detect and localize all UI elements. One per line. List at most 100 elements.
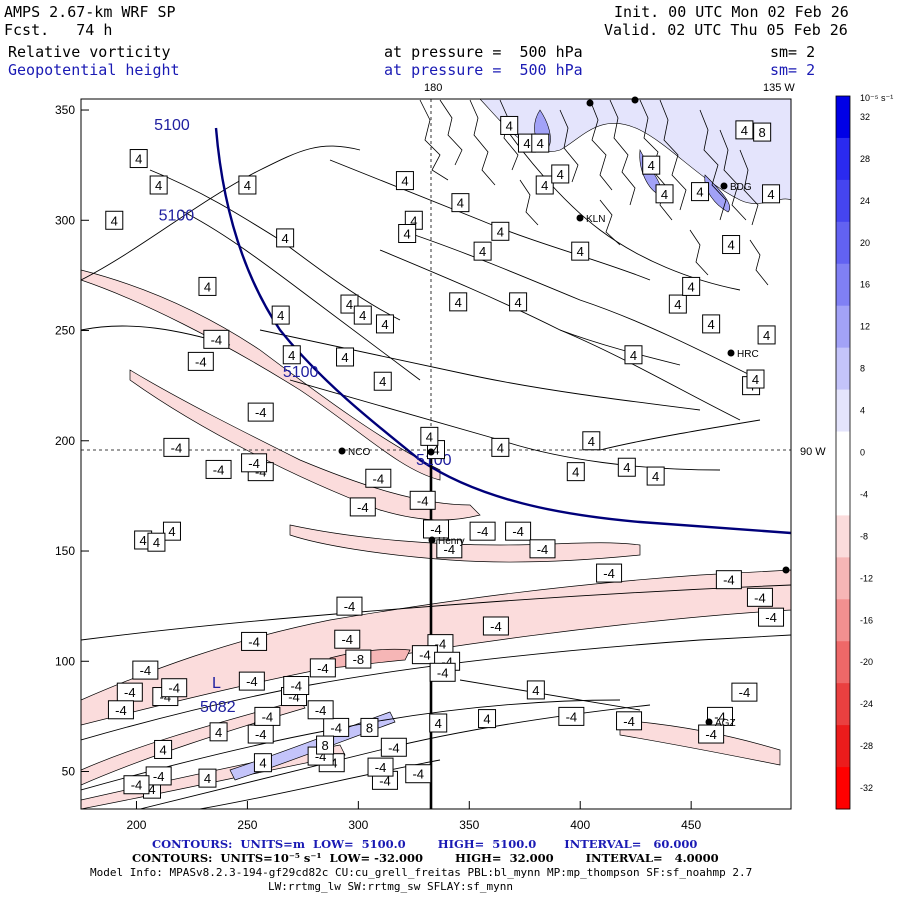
vorticity-label-text: -4: [255, 405, 267, 420]
vorticity-label-box: [646, 466, 665, 486]
vorticity-label-box: [558, 706, 585, 726]
vorticity-label: 4: [336, 347, 355, 367]
neg-vorticity-band: [289, 524, 641, 563]
vorticity-label-box: [241, 453, 268, 473]
vorticity-label-box: [617, 457, 636, 477]
vorticity-label-box: [198, 276, 217, 296]
vorticity-label-text: 4: [155, 178, 162, 193]
vorticity-label-box: [365, 468, 392, 488]
vorticity-label-text: 4: [435, 716, 442, 731]
vorticity-label: 4: [535, 175, 554, 195]
height-contour-label: 5100: [283, 364, 319, 381]
vorticity-label-text: -4: [714, 709, 726, 724]
vorticity-label: 4: [735, 120, 754, 140]
vorticity-label-box: [491, 437, 510, 457]
station-dot-top2: [631, 96, 639, 104]
vorticity-label-box: [398, 224, 417, 244]
station-dot-henry: [428, 536, 436, 544]
vorticity-label-box: [722, 235, 741, 255]
vorticity-label-box: [758, 607, 785, 627]
vorticity-label-text: -4: [441, 654, 453, 669]
vorticity-label-box: [429, 662, 456, 682]
vorticity-label-text: 4: [277, 308, 284, 323]
vorticity-label-text: 4: [159, 742, 166, 757]
vorticity-label-text: -4: [290, 679, 302, 694]
vorticity-label: -4: [505, 521, 532, 541]
vorticity-label: 4: [198, 768, 217, 788]
vorticity-label-box: [500, 115, 519, 135]
vorticity-label-text: -4: [153, 769, 165, 784]
vorticity-label-text: 4: [541, 178, 548, 193]
vorticity-label: -4: [247, 724, 274, 744]
vorticity-label: 4: [398, 224, 417, 244]
vorticity-label-box: [571, 241, 590, 261]
vorticity-label-box: [405, 764, 432, 784]
vorticity-label: 4: [642, 155, 661, 175]
y-tick-label: 200: [55, 434, 75, 448]
vorticity-label-box: [209, 722, 228, 742]
vorticity-label-text: -4: [444, 542, 456, 557]
vorticity-label: -4: [367, 757, 394, 777]
vorticity-label-text: 4: [410, 213, 417, 228]
vorticity-label-box: [203, 329, 230, 349]
vorticity-label-box: [715, 570, 742, 590]
vorticity-label-text: 4: [404, 227, 411, 242]
vorticity-label-box: [451, 193, 470, 213]
station-label-agz: AGZ: [715, 718, 736, 729]
vorticity-label: 4: [566, 462, 585, 482]
vorticity-label-box: [323, 717, 350, 737]
vorticity-label-box: [642, 155, 661, 175]
vorticity-label: 4: [449, 292, 468, 312]
vorticity-label-text: -4: [754, 590, 766, 605]
vorticity-label-text: 4: [696, 185, 703, 200]
vorticity-label-text: 4: [204, 771, 211, 786]
vorticity-label-box: [309, 658, 336, 678]
vorticity-label: -4: [731, 682, 758, 702]
colorbar: 32 28 24 20 16 12 8 4 0 -4 -8 -12 -16 -20 -24 -28 -32: [835, 95, 873, 810]
vorticity-label-text: -4: [603, 566, 615, 581]
vorticity-label: 4: [282, 345, 301, 365]
vorticity-label-text: 4: [674, 297, 681, 312]
vorticity-label-box: [276, 228, 295, 248]
vorticity-label-text: 4: [497, 440, 504, 455]
vorticity-label-text: -4: [723, 573, 735, 588]
terrain-contours: [419, 99, 769, 286]
vorticity-label-box: [429, 713, 448, 733]
colorbar-tick-label: 4: [860, 406, 865, 416]
valid-time: Valid. 02 UTC Thu 05 Feb 26: [604, 21, 848, 39]
vorticity-label: -4: [558, 706, 585, 726]
vorticity-label-text: 4: [506, 118, 513, 133]
vorticity-label: 4: [105, 210, 124, 230]
vorticity-label-box: [147, 532, 166, 552]
vorticity-label-box: [698, 724, 725, 744]
vorticity-label-text: -4: [115, 703, 127, 718]
vorticity-label-text: 4: [727, 238, 734, 253]
vorticity-label-text: -4: [739, 685, 751, 700]
vorticity-label-box: [360, 717, 379, 737]
colorbar-segment: [836, 347, 850, 391]
low-pressure-marker: L: [212, 675, 221, 692]
vorticity-label-box: [535, 175, 554, 195]
vorticity-label-text: 4: [652, 469, 659, 484]
colorbar-unit: 10⁻⁵ s⁻¹: [860, 93, 893, 103]
vorticity-label-box: [762, 184, 781, 204]
vorticity-label-text: -4: [246, 674, 258, 689]
vorticity-label: 4: [451, 193, 470, 213]
vorticity-label: 8: [753, 122, 772, 142]
vorticity-label-box: [271, 305, 290, 325]
vorticity-label-text: 4: [153, 535, 160, 550]
vorticity-label-box: [682, 276, 701, 296]
colorbar-tick-label: 20: [860, 238, 870, 248]
vorticity-label-text: 4: [767, 187, 774, 202]
colorbar-tick-label: -12: [860, 573, 873, 583]
colorbar-tick-label: 28: [860, 154, 870, 164]
vorticity-label-box: [238, 671, 265, 691]
vorticity-label: 4: [276, 228, 295, 248]
vorticity-label-box: [582, 431, 601, 451]
vorticity-label-text: -4: [373, 471, 385, 486]
vorticity-label-text: 4: [623, 460, 630, 475]
vorticity-label: 4: [238, 175, 257, 195]
vorticity-label-box: [123, 775, 150, 795]
vorticity-label-box: [731, 682, 758, 702]
colorbar-segment: [836, 305, 850, 349]
